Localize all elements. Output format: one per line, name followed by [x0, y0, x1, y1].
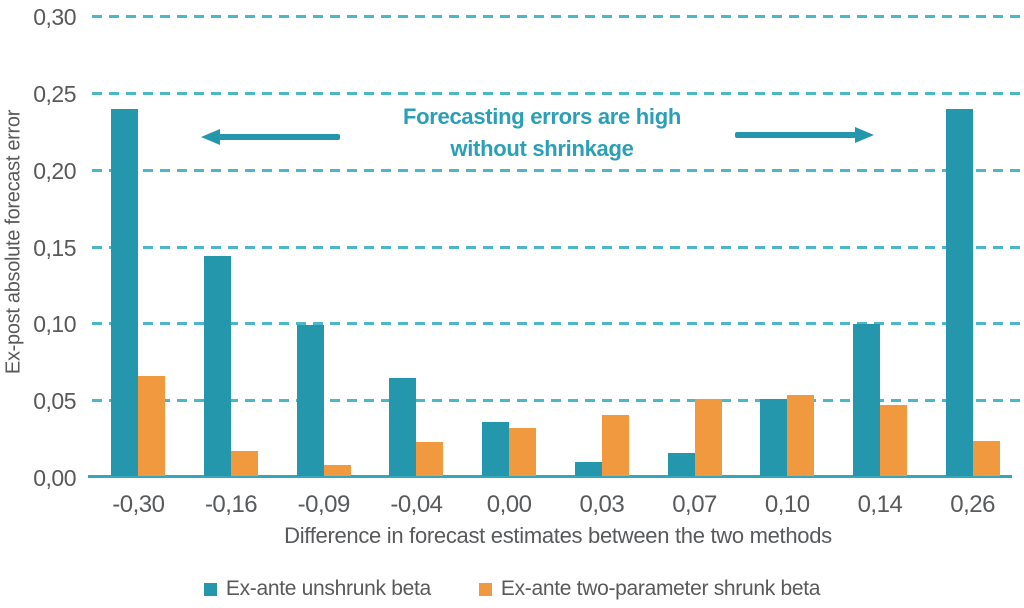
legend: Ex-ante unshrunk beta Ex-ante two-parame… — [0, 577, 1024, 601]
bar-unshrunk — [389, 377, 417, 476]
bar-shrunk — [323, 465, 351, 476]
bar-unshrunk — [945, 108, 973, 476]
bar-shrunk — [509, 428, 537, 476]
bar-shrunk — [787, 394, 815, 476]
x-tick-label: -0,16 — [204, 491, 258, 518]
x-axis-line — [88, 475, 1012, 478]
x-tick-label: 0,14 — [857, 491, 903, 518]
annotation-line-1: Forecasting errors are high — [403, 104, 681, 129]
bar-shrunk — [972, 440, 1000, 476]
x-tick-label: 0,07 — [672, 491, 717, 518]
bar-unshrunk — [111, 108, 139, 476]
gridline — [92, 322, 1024, 326]
y-tick-label: 0,15 — [33, 234, 76, 261]
x-tick-label: 0,00 — [486, 491, 532, 518]
x-tick-label: -0,30 — [112, 491, 165, 518]
y-tick-label: 0,10 — [33, 311, 76, 338]
y-tick-label: 0,30 — [33, 4, 76, 30]
x-tick-label: 0,26 — [950, 491, 995, 518]
bar-unshrunk — [852, 323, 880, 476]
left-arrow-icon — [201, 129, 340, 145]
y-tick-label: 0,20 — [33, 157, 76, 184]
right-arrow-icon — [735, 127, 874, 143]
x-tick-label: 0,03 — [579, 491, 625, 518]
bar-unshrunk — [204, 256, 232, 476]
legend-item-unshrunk: Ex-ante unshrunk beta — [203, 577, 431, 601]
bar-unshrunk — [667, 452, 695, 476]
gridline — [92, 15, 1024, 18]
x-axis-title: Difference in forecast estimates between… — [284, 523, 832, 548]
plot-area — [88, 15, 1024, 478]
bar-shrunk — [138, 376, 166, 476]
legend-swatch-shrunk-icon — [478, 582, 492, 596]
bar-shrunk — [231, 451, 259, 476]
gridline — [92, 399, 1024, 403]
y-tick-label: 0,05 — [33, 388, 76, 415]
y-tick-label: 0,00 — [33, 465, 76, 491]
annotation-line-2: without shrinkage — [450, 136, 634, 161]
bar-unshrunk — [574, 462, 602, 476]
legend-label-shrunk: Ex-ante two-parameter shrunk beta — [500, 577, 821, 600]
bar-unshrunk — [296, 325, 324, 476]
gridline — [92, 168, 1024, 172]
gridline — [92, 91, 1024, 95]
x-tick-label: -0,04 — [390, 491, 443, 518]
bar-shrunk — [694, 399, 722, 476]
bar-shrunk — [879, 405, 907, 476]
legend-item-shrunk: Ex-ante two-parameter shrunk beta — [478, 577, 821, 601]
y-tick-label: 0,25 — [33, 80, 76, 107]
legend-swatch-unshrunk-icon — [203, 582, 217, 596]
gridline — [92, 245, 1024, 249]
x-tick-label: 0,10 — [764, 491, 810, 518]
bar-shrunk — [601, 414, 629, 476]
x-tick-label: -0,09 — [297, 491, 351, 518]
bar-shrunk — [416, 442, 444, 476]
bar-unshrunk — [482, 422, 510, 476]
legend-label-unshrunk: Ex-ante unshrunk beta — [225, 577, 431, 600]
bar-unshrunk — [760, 399, 788, 476]
